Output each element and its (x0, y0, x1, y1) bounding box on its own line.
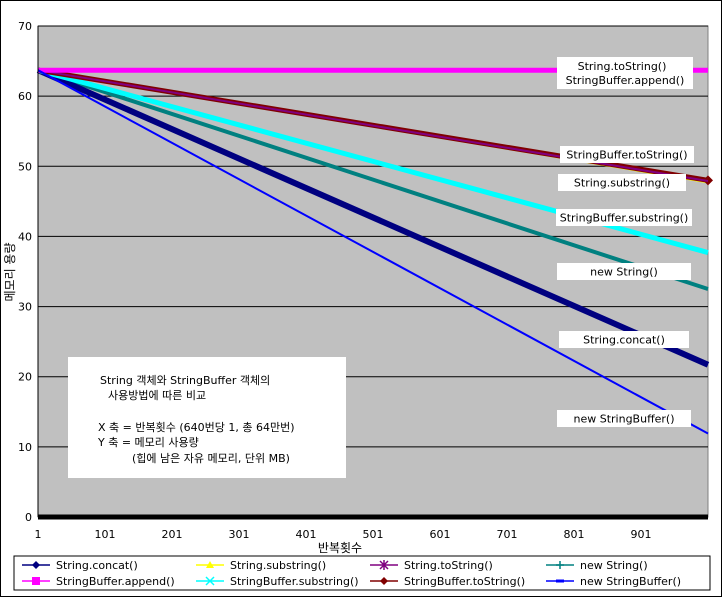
legend-marker-star (379, 560, 389, 570)
legend-label: String.concat() (56, 559, 138, 572)
annotation-box (557, 57, 693, 89)
x-tick-label: 301 (229, 528, 250, 541)
y-tick-label: 50 (18, 160, 32, 173)
annotation-box (557, 263, 691, 280)
legend-marker-square (32, 577, 40, 585)
legend-label: new String() (580, 559, 648, 572)
x-tick-label: 201 (162, 528, 183, 541)
legend-marker-diamond (380, 577, 388, 585)
legend-marker-triangle (206, 561, 214, 568)
legend-marker-x (205, 576, 215, 586)
series-line-7 (37, 69, 709, 435)
annotation-label: StringBuffer.append() (566, 74, 685, 87)
annotation-label: String.toString() (578, 60, 667, 73)
legend-label: StringBuffer.toString() (404, 575, 525, 588)
annotation-label: new StringBuffer() (573, 413, 674, 426)
legend-label: new StringBuffer() (580, 575, 681, 588)
y-tick-label: 70 (18, 20, 32, 33)
annotation-box (556, 209, 692, 226)
annotation-label: StringBuffer.substring() (560, 212, 689, 225)
info-box-line: (힙에 남은 자유 메모리, 단위 MB) (132, 452, 290, 465)
legend-box (13, 555, 711, 591)
x-tick-label: 901 (631, 528, 652, 541)
y-tick-label: 10 (18, 441, 32, 454)
x-tick-label: 801 (564, 528, 585, 541)
series-line-3 (37, 68, 709, 291)
annotation-box (559, 331, 689, 348)
annotation-box (558, 174, 686, 191)
series-line-0 (36, 67, 710, 368)
x-tick-label: 1 (35, 528, 42, 541)
annotation-label: String.substring() (574, 177, 670, 190)
y-tick-label: 30 (18, 301, 32, 314)
legend-label: StringBuffer.substring() (230, 575, 359, 588)
legend-label: String.toString() (404, 559, 493, 572)
y-tick-label: 20 (18, 371, 32, 384)
annotation-label: StringBuffer.toString() (566, 149, 687, 162)
info-box-line: 사용방법에 따른 비교 (108, 389, 206, 402)
y-tick-label: 60 (18, 90, 32, 103)
annotation-label: new String() (590, 266, 658, 279)
annotation-box (557, 410, 691, 427)
x-tick-label: 501 (363, 528, 384, 541)
x-tick-label: 701 (497, 528, 518, 541)
y-tick-label: 0 (25, 511, 32, 524)
legend-marker-diamond (32, 561, 40, 569)
legend-marker-plus (556, 561, 564, 569)
x-tick-label: 401 (296, 528, 317, 541)
x-axis-title: 반복횟수 (318, 541, 362, 555)
info-box (68, 357, 346, 478)
info-box-line: Y 축 = 메모리 사용량 (97, 436, 199, 449)
legend-label: StringBuffer.append() (56, 575, 175, 588)
legend-label: String.substring() (230, 559, 326, 572)
annotation-label: String.concat() (583, 334, 665, 347)
x-tick-label: 101 (95, 528, 116, 541)
legend-marker-dash (556, 579, 564, 583)
x-tick-label: 601 (430, 528, 451, 541)
y-tick-label: 40 (18, 230, 32, 243)
info-box-line: String 객체와 StringBuffer 객체의 (100, 374, 270, 387)
info-box-line: X 축 = 반복횟수 (640번당 1, 총 64만번) (98, 421, 295, 434)
annotation-box (560, 146, 694, 163)
y-axis-title: 메모리 용량 (3, 242, 17, 301)
